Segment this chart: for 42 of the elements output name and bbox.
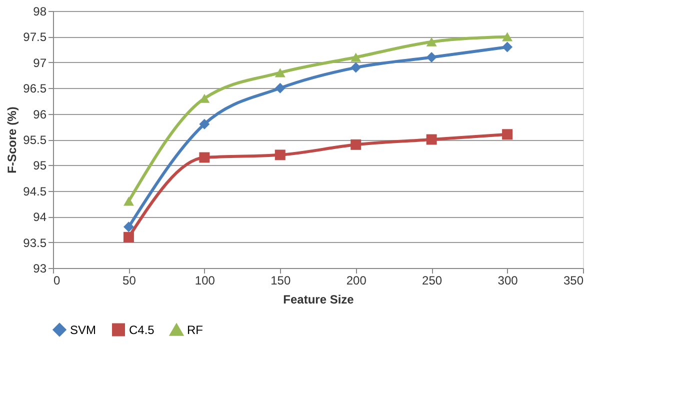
point: [199, 152, 210, 163]
y-tick-label: 98: [33, 4, 47, 18]
point: [502, 129, 513, 140]
y-axis-title: F-Score (%): [5, 106, 20, 174]
y-tick-label: 94: [33, 210, 47, 224]
point: [502, 42, 513, 52]
point: [350, 139, 362, 150]
x-tick-label: 200: [346, 274, 367, 288]
y-tick-label: 96.5: [23, 82, 47, 96]
x-tick-label: 100: [194, 274, 216, 288]
x-tick-label: 300: [498, 274, 518, 288]
y-tick-label: 97.5: [23, 30, 47, 44]
x-tick-label: 50: [122, 274, 136, 288]
point: [502, 32, 513, 42]
x-tick-label: 250: [422, 274, 442, 288]
point: [274, 150, 286, 160]
point: [199, 118, 210, 130]
y-tick-label: 97: [33, 56, 47, 70]
y-tick-label: 93.5: [23, 236, 47, 250]
point: [350, 52, 362, 62]
x-tick-label: 150: [270, 274, 291, 288]
point: [274, 82, 286, 94]
y-tick-label: 94.5: [23, 184, 47, 198]
legend-label: SVM: [70, 322, 96, 337]
point: [426, 134, 437, 145]
y-tick-label: 95.5: [23, 133, 47, 147]
point: [426, 52, 437, 63]
x-tick-label: 0: [54, 274, 60, 288]
y-tick-label: 96: [33, 107, 47, 122]
point: [123, 232, 134, 242]
point: [199, 94, 210, 103]
y-tick-label: 95: [33, 158, 47, 173]
point: [426, 37, 437, 46]
point: [123, 222, 134, 232]
x-axis-title: Feature Size: [283, 292, 354, 306]
legend-label: C4.5: [129, 322, 155, 337]
y-tick-label: 93: [33, 262, 47, 276]
point: [350, 62, 362, 73]
point: [123, 196, 134, 206]
point: [274, 68, 286, 78]
x-tick-label: 350: [563, 274, 584, 288]
legend-label: RF: [187, 323, 203, 338]
